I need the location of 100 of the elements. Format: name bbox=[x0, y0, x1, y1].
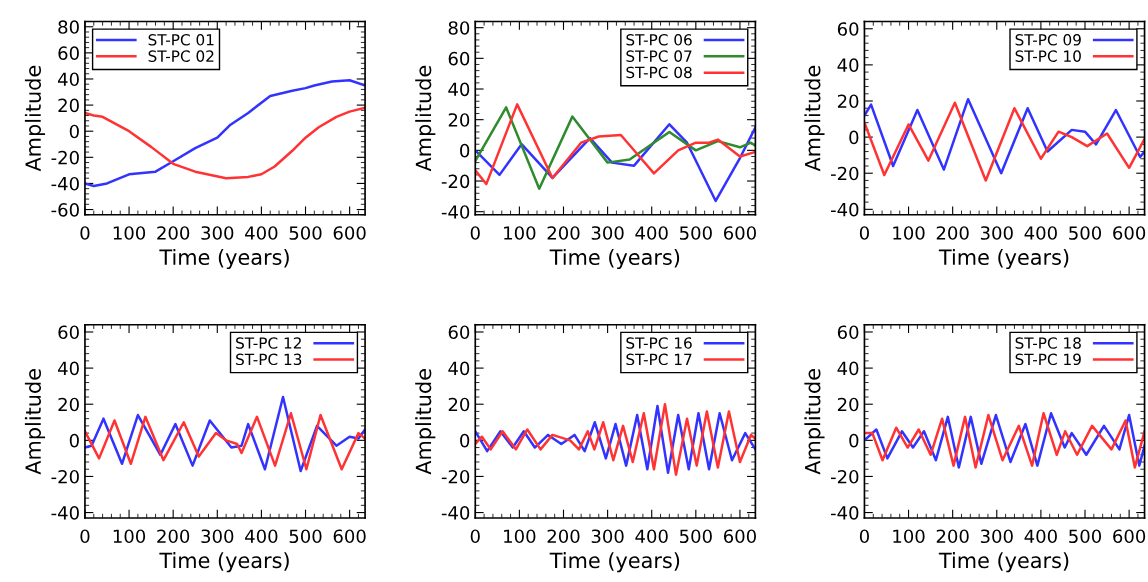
x-axis-title: Time (years) bbox=[159, 552, 289, 573]
legend-label: ST-PC 18 bbox=[1015, 337, 1081, 349]
legend-label: ST-PC 08 bbox=[626, 66, 692, 79]
x-tick-label: 600 bbox=[1113, 226, 1146, 240]
x-tick-label: 600 bbox=[333, 529, 366, 544]
x-tick-label: 0 bbox=[859, 226, 869, 240]
y-tick-label: -20 bbox=[51, 469, 79, 484]
x-tick-label: 400 bbox=[635, 529, 668, 544]
legend-label: ST-PC 07 bbox=[626, 50, 692, 62]
y-tick-label: 0 bbox=[460, 433, 470, 448]
y-tick-label: -20 bbox=[51, 150, 79, 165]
y-tick-label: 20 bbox=[837, 397, 859, 412]
x-axis-title: Time (years) bbox=[549, 552, 680, 573]
x-tick-label: 400 bbox=[1024, 226, 1057, 240]
x-axis-title: Time (years) bbox=[938, 552, 1069, 573]
x-tick-label: 300 bbox=[591, 529, 624, 544]
y-axis-title: Amplitude bbox=[804, 369, 825, 475]
y-axis-title: Amplitude bbox=[24, 65, 46, 172]
y-tick-label: 0 bbox=[460, 143, 470, 158]
x-tick-label: 300 bbox=[980, 226, 1013, 240]
x-tick-label: 0 bbox=[470, 226, 480, 240]
legend-label: ST-PC 10 bbox=[1015, 50, 1081, 62]
x-tick-label: 200 bbox=[157, 529, 190, 544]
x-tick-label: 400 bbox=[245, 529, 278, 544]
y-tick-label: 40 bbox=[448, 82, 470, 97]
y-tick-label: 0 bbox=[69, 124, 79, 139]
x-tick-label: 600 bbox=[333, 226, 366, 240]
y-tick-label: 60 bbox=[58, 325, 79, 340]
legend-label: ST-PC 17 bbox=[626, 353, 692, 366]
y-tick-label: -40 bbox=[51, 506, 79, 520]
y-tick-label: -40 bbox=[830, 506, 859, 520]
x-tick-label: 0 bbox=[470, 529, 480, 544]
y-tick-label: 0 bbox=[849, 130, 859, 145]
x-tick-label: 200 bbox=[936, 226, 969, 240]
y-tick-label: 80 bbox=[58, 20, 79, 34]
y-tick-label: 20 bbox=[837, 94, 859, 109]
y-tick-label: -20 bbox=[830, 166, 859, 181]
y-tick-label: -60 bbox=[51, 202, 79, 217]
x-tick-label: 100 bbox=[113, 529, 146, 544]
y-tick-label: 60 bbox=[837, 22, 859, 36]
y-tick-label: 60 bbox=[837, 325, 859, 340]
x-tick-label: 200 bbox=[547, 226, 580, 240]
x-axis-title: Time (years) bbox=[159, 248, 289, 270]
y-tick-label: 0 bbox=[849, 433, 859, 448]
x-tick-label: 100 bbox=[504, 226, 536, 240]
y-tick-label: 20 bbox=[58, 397, 79, 412]
y-tick-label: 20 bbox=[58, 98, 79, 113]
x-tick-label: 500 bbox=[1069, 226, 1102, 240]
x-tick-label: 500 bbox=[1069, 529, 1102, 544]
x-tick-label: 600 bbox=[1113, 529, 1146, 544]
x-tick-label: 500 bbox=[289, 226, 322, 240]
y-tick-label: -20 bbox=[441, 469, 470, 484]
x-tick-label: 0 bbox=[859, 529, 869, 544]
y-tick-label: -40 bbox=[441, 205, 470, 219]
x-tick-label: 300 bbox=[591, 226, 624, 240]
x-tick-label: 200 bbox=[157, 226, 190, 240]
x-axis-title: Time (years) bbox=[938, 248, 1069, 270]
y-tick-label: 40 bbox=[837, 58, 859, 72]
x-tick-label: 0 bbox=[80, 529, 90, 544]
legend-label: ST-PC 06 bbox=[626, 34, 692, 46]
y-axis-title: Amplitude bbox=[804, 65, 825, 172]
y-axis-title: Amplitude bbox=[24, 369, 46, 475]
y-axis-title: Amplitude bbox=[415, 65, 436, 172]
y-tick-label: 40 bbox=[58, 72, 79, 87]
y-tick-label: 20 bbox=[448, 397, 470, 412]
x-tick-label: 200 bbox=[547, 529, 580, 544]
legend-label: ST-PC 12 bbox=[236, 337, 301, 349]
x-tick-label: 500 bbox=[679, 529, 712, 544]
x-tick-label: 0 bbox=[80, 226, 90, 240]
x-tick-label: 100 bbox=[893, 226, 925, 240]
y-tick-label: -20 bbox=[830, 469, 859, 484]
line-series bbox=[84, 106, 366, 180]
y-tick-label: -20 bbox=[441, 174, 470, 189]
x-tick-label: 600 bbox=[723, 529, 756, 544]
x-tick-label: 100 bbox=[504, 529, 536, 544]
x-axis-title: Time (years) bbox=[549, 248, 680, 270]
x-tick-label: 300 bbox=[201, 226, 234, 240]
y-tick-label: 40 bbox=[448, 361, 470, 376]
y-tick-label: 60 bbox=[58, 46, 79, 60]
x-tick-label: 500 bbox=[679, 226, 712, 240]
y-tick-label: 0 bbox=[69, 433, 79, 448]
y-tick-label: 60 bbox=[448, 325, 470, 340]
y-tick-label: -40 bbox=[51, 176, 79, 191]
legend-label: ST-PC 19 bbox=[1015, 353, 1081, 366]
legend-label: ST-PC 16 bbox=[626, 337, 692, 349]
legend-label: ST-PC 13 bbox=[236, 353, 302, 366]
y-tick-label: 60 bbox=[448, 51, 470, 66]
legend-label: ST-PC 02 bbox=[148, 50, 214, 62]
y-tick-label: 40 bbox=[58, 361, 79, 376]
x-tick-label: 200 bbox=[936, 529, 969, 544]
x-tick-label: 300 bbox=[980, 529, 1013, 544]
y-tick-label: 40 bbox=[837, 361, 859, 376]
x-tick-label: 400 bbox=[1024, 529, 1057, 544]
y-tick-label: 20 bbox=[448, 113, 470, 127]
x-tick-label: 400 bbox=[245, 226, 278, 240]
x-tick-label: 100 bbox=[113, 226, 146, 240]
y-tick-label: -40 bbox=[830, 202, 859, 217]
y-tick-label: 80 bbox=[448, 21, 470, 35]
x-tick-label: 300 bbox=[201, 529, 234, 544]
x-tick-label: 600 bbox=[723, 226, 756, 240]
